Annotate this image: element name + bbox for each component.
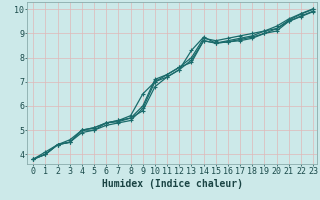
X-axis label: Humidex (Indice chaleur): Humidex (Indice chaleur): [101, 179, 243, 189]
